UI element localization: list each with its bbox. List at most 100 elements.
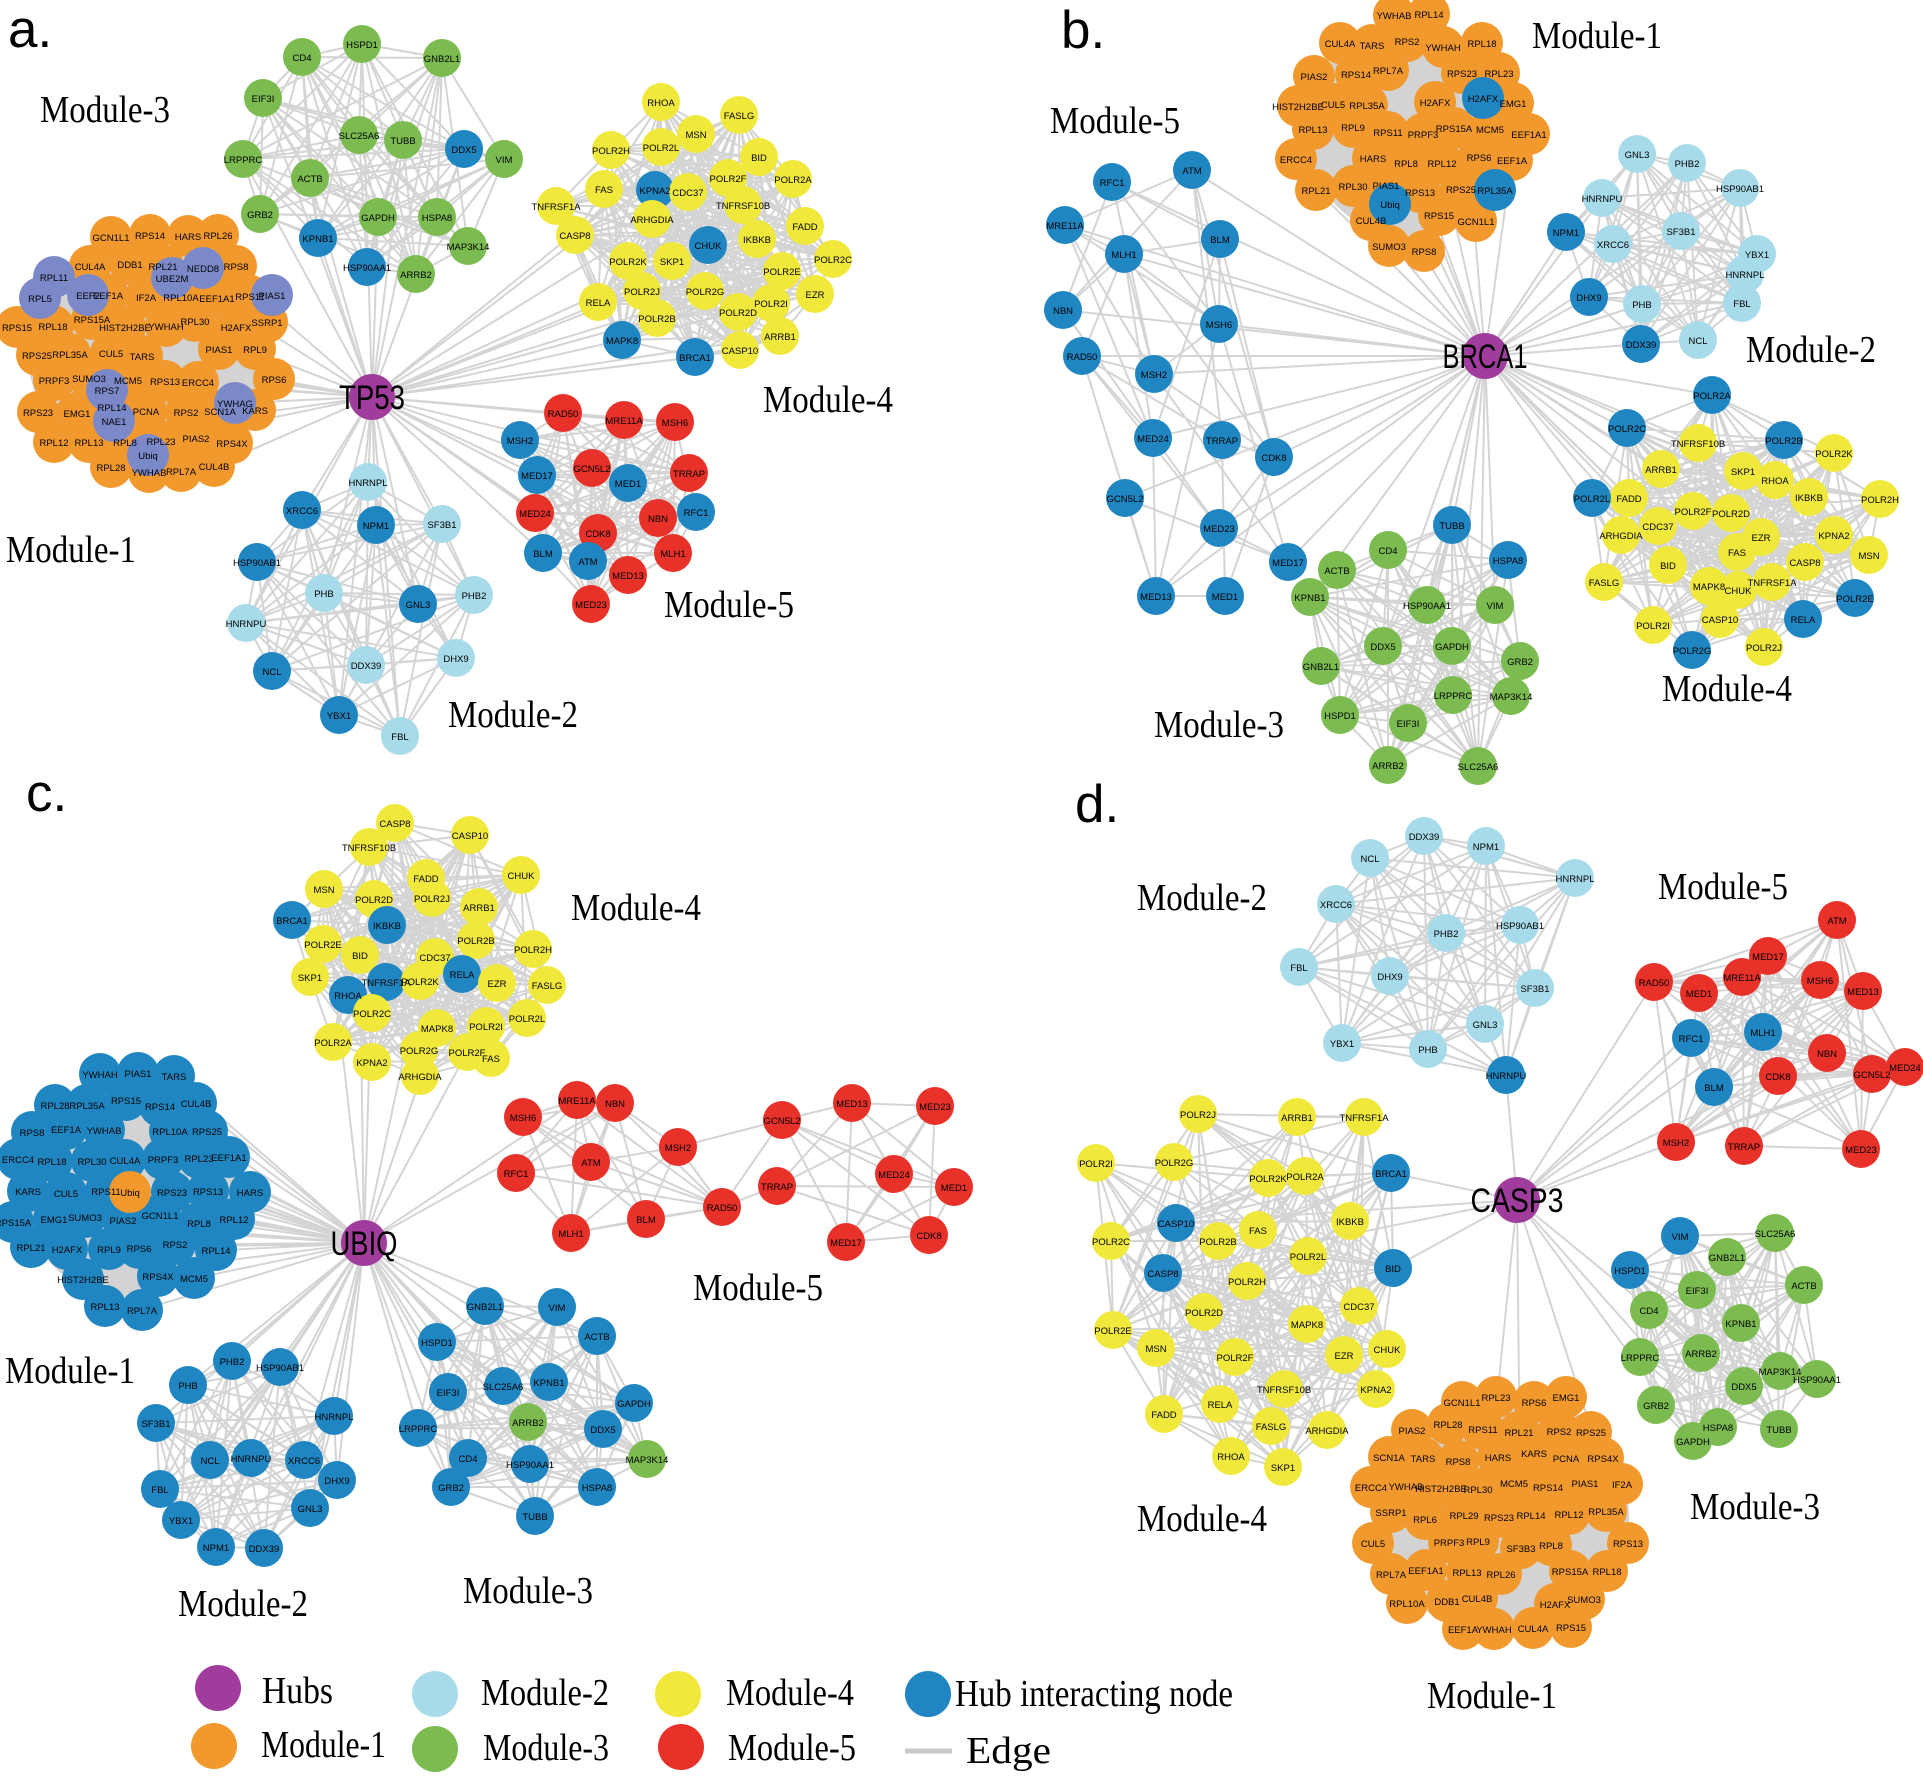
svg-text:SKP1: SKP1 [1271, 1463, 1295, 1474]
svg-text:RPL18: RPL18 [38, 322, 67, 333]
svg-text:TNFRSF1A: TNFRSF1A [531, 202, 581, 213]
svg-text:EEF1A: EEF1A [1448, 1625, 1479, 1636]
svg-text:FADD: FADD [1151, 1410, 1176, 1421]
svg-text:GCN5L2: GCN5L2 [764, 1116, 801, 1127]
svg-text:Ubiq: Ubiq [1380, 200, 1400, 211]
svg-text:RPL8: RPL8 [187, 1219, 211, 1230]
svg-text:H2AFX: H2AFX [1468, 94, 1499, 105]
svg-text:HNRNPL: HNRNPL [348, 478, 387, 489]
svg-text:CUL5: CUL5 [1361, 1539, 1385, 1550]
svg-text:MAP3K14: MAP3K14 [626, 1455, 669, 1466]
svg-text:MED23: MED23 [1845, 1145, 1877, 1156]
svg-text:Module-4: Module-4 [763, 379, 893, 421]
svg-text:PRPF3: PRPF3 [39, 376, 70, 387]
svg-text:RPS15: RPS15 [2, 323, 32, 334]
svg-text:GRB2: GRB2 [1643, 1401, 1669, 1412]
svg-text:RPS23: RPS23 [1447, 69, 1477, 80]
svg-text:BID: BID [751, 153, 767, 164]
svg-text:XRCC6: XRCC6 [1597, 240, 1629, 251]
svg-text:RPS8: RPS8 [20, 1128, 45, 1139]
svg-text:FBL: FBL [1733, 299, 1750, 310]
svg-text:CASP8: CASP8 [559, 231, 590, 242]
svg-text:CASP10: CASP10 [1158, 1219, 1194, 1230]
svg-text:CHUK: CHUK [508, 871, 536, 882]
svg-text:NBN: NBN [1817, 1049, 1837, 1060]
svg-text:RPL23: RPL23 [1481, 1393, 1510, 1404]
svg-text:RPL14: RPL14 [1516, 1511, 1545, 1522]
svg-text:PHB2: PHB2 [1675, 159, 1700, 170]
svg-text:RPL18: RPL18 [1592, 1567, 1621, 1578]
svg-text:NBN: NBN [648, 514, 668, 525]
svg-text:KPNA2: KPNA2 [1360, 1385, 1391, 1396]
svg-text:MED17: MED17 [1752, 952, 1784, 963]
svg-text:RPL7A: RPL7A [1373, 66, 1404, 77]
svg-text:CDK8: CDK8 [585, 529, 610, 540]
svg-text:CASP3: CASP3 [1471, 1182, 1564, 1220]
svg-text:MED17: MED17 [830, 1238, 862, 1249]
svg-text:RPS8: RPS8 [224, 262, 249, 273]
svg-text:NPM1: NPM1 [363, 521, 389, 532]
svg-text:FASLG: FASLG [1589, 578, 1620, 589]
svg-text:GCN1L1: GCN1L1 [1458, 217, 1495, 228]
svg-text:Module-5: Module-5 [1050, 100, 1180, 142]
svg-text:CUL5: CUL5 [99, 349, 123, 360]
svg-text:RPS6: RPS6 [127, 1244, 152, 1255]
svg-text:H2AFX: H2AFX [221, 323, 252, 334]
svg-text:RPL8: RPL8 [1394, 159, 1418, 170]
svg-text:POLR2B: POLR2B [638, 314, 676, 325]
svg-text:MSN: MSN [1145, 1344, 1166, 1355]
svg-text:RPS15: RPS15 [1424, 211, 1454, 222]
svg-text:RPL30: RPL30 [1463, 1485, 1492, 1496]
svg-text:TP53: TP53 [339, 379, 405, 417]
svg-text:MED23: MED23 [919, 1102, 951, 1113]
svg-text:PHB2: PHB2 [1434, 929, 1459, 940]
svg-text:RPL7A: RPL7A [1376, 1570, 1407, 1581]
svg-text:ACTB: ACTB [1791, 1281, 1816, 1292]
svg-text:POLR2L: POLR2L [643, 143, 679, 154]
svg-text:MSN: MSN [685, 130, 706, 141]
svg-text:RPL35A: RPL35A [52, 350, 88, 361]
svg-text:GAPDH: GAPDH [1435, 642, 1469, 653]
svg-text:RAD50: RAD50 [1639, 978, 1670, 989]
svg-text:RPL14: RPL14 [1414, 10, 1443, 21]
svg-text:FADD: FADD [1616, 494, 1641, 505]
svg-text:GNL3: GNL3 [406, 600, 431, 611]
svg-text:Module-5: Module-5 [728, 1727, 856, 1769]
svg-text:RPL18: RPL18 [37, 1157, 66, 1168]
svg-text:HIST2H2BE: HIST2H2BE [1272, 102, 1324, 113]
svg-text:MAPK8: MAPK8 [606, 336, 638, 347]
svg-text:FAS: FAS [1249, 1226, 1267, 1237]
svg-text:POLR2D: POLR2D [719, 308, 757, 319]
svg-text:PIAS2: PIAS2 [110, 1216, 137, 1227]
svg-text:CUL4A: CUL4A [1325, 39, 1356, 50]
svg-text:POLR2F: POLR2F [1675, 507, 1712, 518]
svg-text:POLR2A: POLR2A [774, 175, 812, 186]
svg-text:RPL23: RPL23 [146, 437, 175, 448]
svg-text:RPS4X: RPS4X [142, 1272, 174, 1283]
svg-text:ATM: ATM [1827, 916, 1846, 927]
svg-text:POLR2A: POLR2A [1286, 1172, 1324, 1183]
svg-text:RPS7: RPS7 [95, 386, 120, 397]
svg-text:MAPK8: MAPK8 [1291, 1320, 1323, 1331]
svg-text:RPS8: RPS8 [1446, 1457, 1471, 1468]
svg-text:RPL23: RPL23 [1484, 69, 1513, 80]
svg-text:RPL9: RPL9 [1341, 123, 1365, 134]
svg-text:RPS4X: RPS4X [216, 439, 248, 450]
svg-text:HSPD1: HSPD1 [346, 40, 378, 51]
svg-text:HNRNPL: HNRNPL [1555, 874, 1594, 885]
svg-text:DHX9: DHX9 [1377, 972, 1402, 983]
svg-text:MAP3K14: MAP3K14 [1759, 1367, 1802, 1378]
svg-text:RPS13: RPS13 [150, 377, 180, 388]
svg-text:MED1: MED1 [1212, 592, 1238, 603]
svg-text:FADD: FADD [413, 874, 438, 885]
svg-text:Module-3: Module-3 [463, 1570, 593, 1612]
svg-text:PIAS2: PIAS2 [1399, 1426, 1426, 1437]
svg-text:GNB2L1: GNB2L1 [1709, 1253, 1745, 1264]
svg-text:IKBKB: IKBKB [743, 235, 771, 246]
svg-text:GNB2L1: GNB2L1 [1303, 662, 1339, 673]
svg-text:ERCC4: ERCC4 [182, 378, 214, 389]
svg-text:MCM5: MCM5 [180, 1274, 208, 1285]
svg-text:RPS15A: RPS15A [1436, 124, 1473, 135]
svg-text:SKP1: SKP1 [298, 973, 322, 984]
svg-text:GRB2: GRB2 [438, 1483, 464, 1494]
